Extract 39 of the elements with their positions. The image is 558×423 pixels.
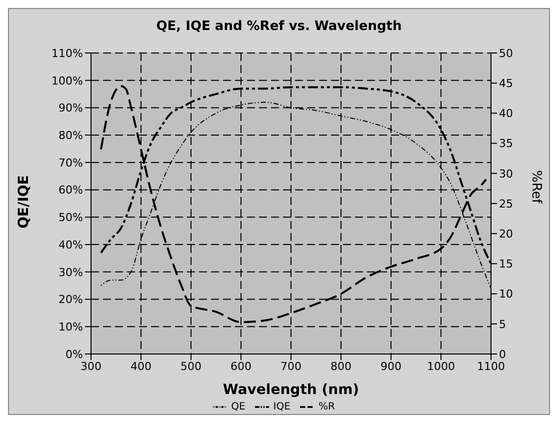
x-tick-label: 700 bbox=[280, 360, 302, 373]
y2-tick-label: 40 bbox=[499, 107, 513, 120]
y-tick-label: 50% bbox=[58, 211, 83, 224]
legend-label: IQE bbox=[273, 402, 290, 413]
x-tick-label: 400 bbox=[130, 360, 152, 373]
y-tick-label: 60% bbox=[58, 184, 83, 197]
x-tick-label: 1000 bbox=[427, 360, 455, 373]
x-tick-label: 500 bbox=[180, 360, 202, 373]
y2-axis-title: %Ref bbox=[528, 170, 544, 204]
y-tick-label: 40% bbox=[58, 238, 83, 252]
y-tick-label: 90% bbox=[58, 102, 83, 115]
x-tick-label: 800 bbox=[330, 360, 352, 373]
y-tick-label: 20% bbox=[58, 293, 83, 306]
x-tick-label: 300 bbox=[80, 360, 102, 373]
y2-tick-label: 45 bbox=[499, 77, 513, 90]
y2-tick-label: 20 bbox=[499, 228, 513, 241]
y2-tick-label: 50 bbox=[499, 46, 513, 60]
y-tick-label: 70% bbox=[58, 156, 83, 170]
y-axis-title: QE/IQE bbox=[16, 175, 32, 228]
y2-tick-label: 0 bbox=[499, 348, 506, 361]
x-tick-label: 900 bbox=[380, 360, 402, 373]
y2-tick-label: 10 bbox=[499, 288, 513, 301]
x-axis-title: Wavelength (nm) bbox=[222, 382, 360, 398]
y2-tick-label: 35 bbox=[499, 137, 513, 150]
x-tick-label: 600 bbox=[230, 360, 252, 373]
y-tick-label: 10% bbox=[58, 320, 83, 334]
legend-label: %R bbox=[318, 402, 335, 413]
y2-tick-label: 25 bbox=[499, 197, 513, 210]
y-tick-label: 30% bbox=[58, 266, 83, 279]
y2-tick-label: 15 bbox=[499, 258, 513, 271]
chart-title: QE, IQE and %Ref vs. Wavelength bbox=[155, 18, 403, 36]
y2-tick-label: 30 bbox=[499, 167, 513, 180]
y-tick-label: 100% bbox=[52, 74, 83, 88]
x-tick-label: 1100 bbox=[477, 360, 505, 373]
y-tick-label: 80% bbox=[58, 128, 83, 142]
legend-label: QE bbox=[231, 402, 246, 413]
y-tick-label: 110% bbox=[52, 46, 83, 60]
y2-tick-label: 5 bbox=[499, 318, 506, 331]
y-tick-label: 0% bbox=[66, 348, 83, 361]
